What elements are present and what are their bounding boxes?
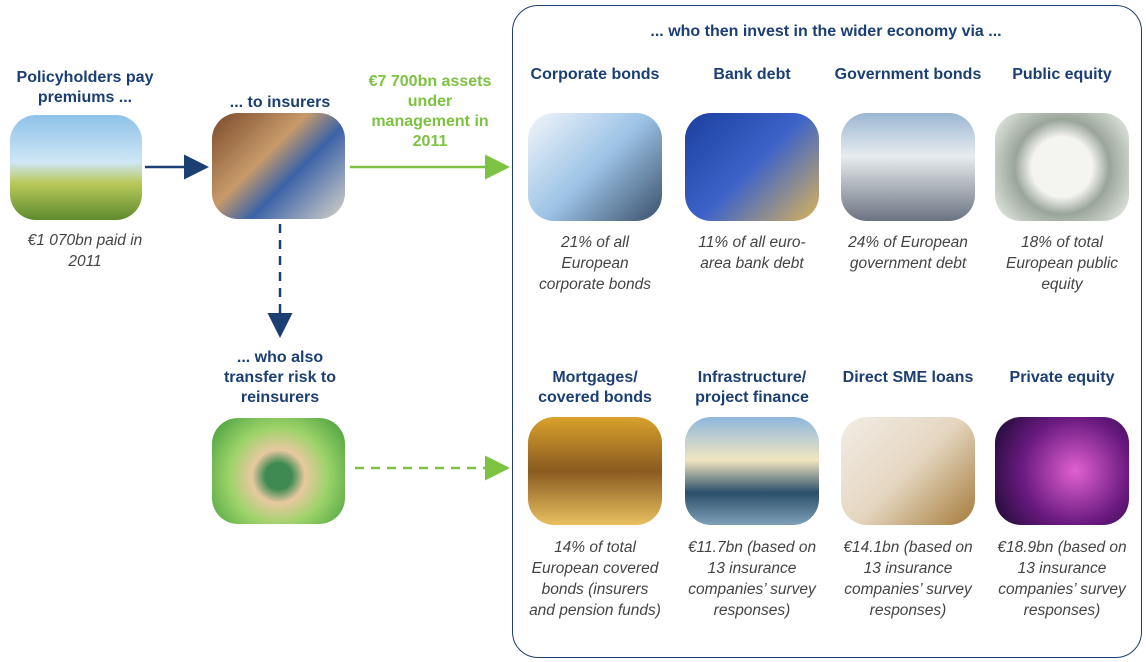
item-title: Private equity bbox=[987, 368, 1137, 388]
diagram: Policyholders pay premiums ... €1 070bn … bbox=[0, 0, 1146, 662]
photo bbox=[685, 113, 819, 221]
photo bbox=[841, 113, 975, 221]
photo bbox=[995, 113, 1129, 221]
item-caption: €11.7bn (based on 13 insurance companies… bbox=[684, 537, 820, 621]
policyholders-caption: €1 070bn paid in 2011 bbox=[10, 230, 160, 272]
assets-label: €7 700bn assets under management in 2011 bbox=[365, 72, 495, 152]
photo bbox=[528, 113, 662, 221]
item-caption: €18.9bn (based on 13 insurance companies… bbox=[994, 537, 1130, 621]
item-caption: 24% of European government debt bbox=[840, 232, 976, 274]
item-caption: 21% of all European corporate bonds bbox=[527, 232, 663, 295]
item-caption: 18% of total European public equity bbox=[994, 232, 1130, 295]
item-title: Government bonds bbox=[833, 65, 983, 85]
photo bbox=[10, 115, 142, 220]
photo bbox=[995, 417, 1129, 525]
reinsurers-label: ... who also transfer risk to reinsurers bbox=[205, 348, 355, 408]
item-caption: 11% of all euro-area bank debt bbox=[684, 232, 820, 274]
item-caption: 14% of total European covered bonds (ins… bbox=[527, 537, 663, 621]
photo bbox=[685, 417, 819, 525]
photo bbox=[212, 418, 345, 524]
item-title: Infrastructure/ project finance bbox=[677, 368, 827, 408]
photo bbox=[841, 417, 975, 525]
item-caption: €14.1bn (based on 13 insurance companies… bbox=[840, 537, 976, 621]
item-title: Direct SME loans bbox=[833, 368, 983, 388]
item-title: Public equity bbox=[987, 65, 1137, 85]
photo bbox=[528, 417, 662, 525]
policyholders-label: Policyholders pay premiums ... bbox=[10, 68, 160, 108]
item-title: Bank debt bbox=[677, 65, 827, 85]
item-title: Mortgages/ covered bonds bbox=[520, 368, 670, 408]
insurers-label: ... to insurers bbox=[200, 93, 360, 113]
photo bbox=[212, 113, 345, 219]
panel-title: ... who then invest in the wider economy… bbox=[512, 22, 1140, 42]
item-title: Corporate bonds bbox=[520, 65, 670, 85]
